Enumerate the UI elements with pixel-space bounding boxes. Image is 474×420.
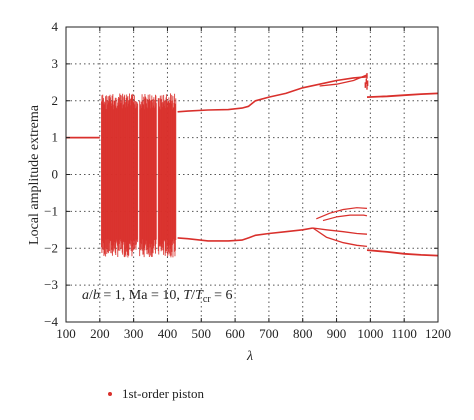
x-tick-label: 800 (293, 326, 313, 341)
x-tick-label: 500 (192, 326, 212, 341)
plot-area (66, 73, 439, 258)
annotation-b: b (93, 288, 100, 303)
upper-split-branch (319, 74, 368, 87)
x-tick-label: 1000 (357, 326, 383, 341)
legend-marker (108, 392, 112, 396)
annotation-sub: cr (203, 294, 211, 305)
annotation-a: a (82, 288, 89, 303)
y-axis-title: Local amplitude extrema (27, 104, 42, 245)
legend-label: 1st-order piston (122, 386, 204, 401)
y-tick-label: −1 (44, 203, 58, 218)
mid-branch (316, 207, 368, 220)
grid (66, 27, 438, 322)
y-tick-label: −2 (44, 240, 58, 255)
x-tick-label: 400 (158, 326, 178, 341)
legend: 1st-order piston (108, 386, 204, 401)
y-tick-label: 1 (52, 130, 59, 145)
y-tick-label: 4 (52, 19, 59, 34)
upper-high-branch (366, 92, 439, 98)
annotation: a/b = 1, Ma = 10, T/Tcr = 6 (82, 288, 233, 305)
x-tick-label: 1100 (391, 326, 417, 341)
x-tick-label: 700 (259, 326, 279, 341)
y-tick-label: 3 (52, 56, 59, 71)
x-tick-label: 100 (56, 326, 76, 341)
lower-high-branch (366, 249, 439, 257)
x-tick-label: 300 (124, 326, 144, 341)
annotation-slash: / (89, 288, 93, 303)
lower-split-branch-b (312, 227, 368, 235)
y-tick-label: 2 (52, 93, 59, 108)
upper-branch (177, 76, 368, 113)
x-tick-label: 600 (225, 326, 245, 341)
y-tick-label: 0 (52, 167, 59, 182)
annotation-t2: T (195, 288, 204, 303)
x-tick-label: 1200 (425, 326, 451, 341)
y-tick-label: −3 (44, 277, 58, 292)
x-tick-label: 900 (327, 326, 347, 341)
mid-branch-2 (322, 214, 368, 222)
x-tick-label: 200 (90, 326, 110, 341)
y-tick-label: −4 (44, 314, 58, 329)
x-axis-title: λ (246, 349, 253, 364)
ticks: 100 200 300 400 500 600 700 800 900 1000 1100 1200 −… (44, 19, 451, 341)
lower-branch (177, 227, 314, 242)
lower-split-branch-a (312, 227, 368, 248)
annotation-t: T (183, 288, 192, 303)
annotation-eq2: = 6 (211, 288, 233, 303)
annotation-eq1: = 1, Ma = 10, (100, 288, 183, 303)
annotation-slash2: / (191, 288, 195, 303)
